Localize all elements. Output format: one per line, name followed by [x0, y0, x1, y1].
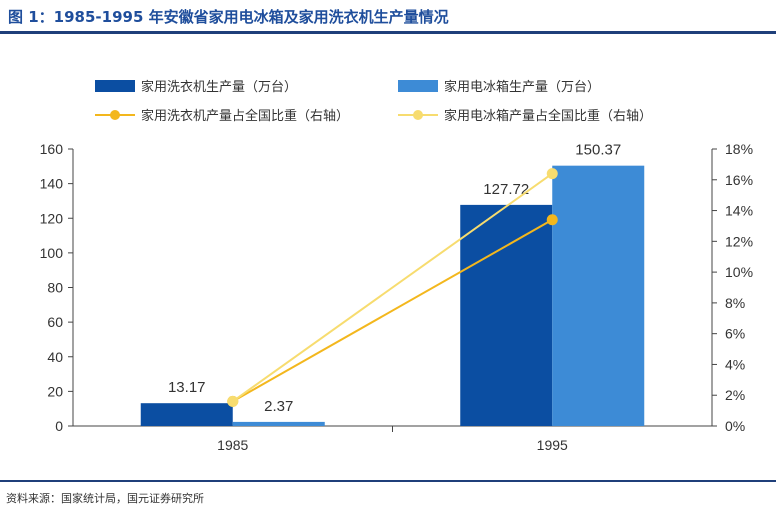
y-tick-label: 40 [47, 349, 63, 365]
legend-swatch-bar [95, 80, 135, 92]
y-tick-label: 140 [40, 176, 64, 192]
line-fridge-share [232, 172, 553, 403]
bar-data-label: 2.37 [264, 398, 293, 415]
bar-washer-1995 [460, 204, 553, 426]
y2-tick-label: 16% [725, 172, 753, 188]
line-washer-share [232, 218, 553, 403]
y2-tick-label: 12% [725, 233, 753, 249]
y2-tick-label: 10% [725, 264, 753, 280]
title-divider [0, 31, 776, 34]
x-tick-label: 1985 [217, 437, 248, 453]
y2-tick-label: 14% [725, 203, 753, 219]
y2-tick-label: 0% [725, 418, 745, 434]
line-point-fridge-1985 [227, 395, 239, 407]
chart-title: 图 1：1985-1995 年安徽省家用电冰箱及家用洗衣机生产量情况 [8, 8, 449, 26]
line-point-washer-1995 [546, 214, 558, 226]
legend-swatch-marker [110, 110, 120, 120]
footer-divider [0, 480, 776, 482]
y2-tick-label: 18% [725, 141, 753, 157]
bar-data-label: 150.37 [575, 142, 621, 159]
y2-tick-label: 8% [725, 295, 745, 311]
legend-swatch-marker [413, 110, 423, 120]
y-tick-label: 0 [55, 418, 63, 434]
y2-tick-label: 6% [725, 326, 745, 342]
y2-tick-label: 4% [725, 356, 745, 372]
legend-label: 家用电冰箱产量占全国比重（右轴） [444, 108, 652, 124]
legend-swatch-bar [398, 80, 438, 92]
bar-washer-1985 [140, 403, 233, 426]
bar-fridge-1985 [232, 421, 325, 426]
y-tick-label: 60 [47, 314, 63, 330]
bar-fridge-1995 [552, 165, 645, 426]
y-tick-label: 120 [40, 210, 64, 226]
bar-data-label: 127.72 [483, 181, 529, 198]
legend-label: 家用洗衣机生产量（万台） [141, 79, 297, 95]
bar-data-label: 13.17 [168, 379, 206, 396]
y-tick-label: 160 [40, 141, 64, 157]
source-note: 资料来源：国家统计局，国元证券研究所 [6, 492, 204, 505]
chart-canvas: 0 20 40 60 80 100 120 140 160 0% 2% 4% 6% 8% 10% 12% 14%… [40, 79, 753, 453]
y-tick-label: 100 [40, 245, 64, 261]
x-tick-label: 1995 [537, 437, 568, 453]
y-tick-label: 80 [47, 280, 63, 296]
y-tick-label: 20 [47, 383, 63, 399]
legend-label: 家用电冰箱生产量（万台） [444, 79, 600, 95]
line-point-fridge-1995 [546, 168, 558, 180]
y2-tick-label: 2% [725, 387, 745, 403]
legend-label: 家用洗衣机产量占全国比重（右轴） [141, 108, 349, 124]
